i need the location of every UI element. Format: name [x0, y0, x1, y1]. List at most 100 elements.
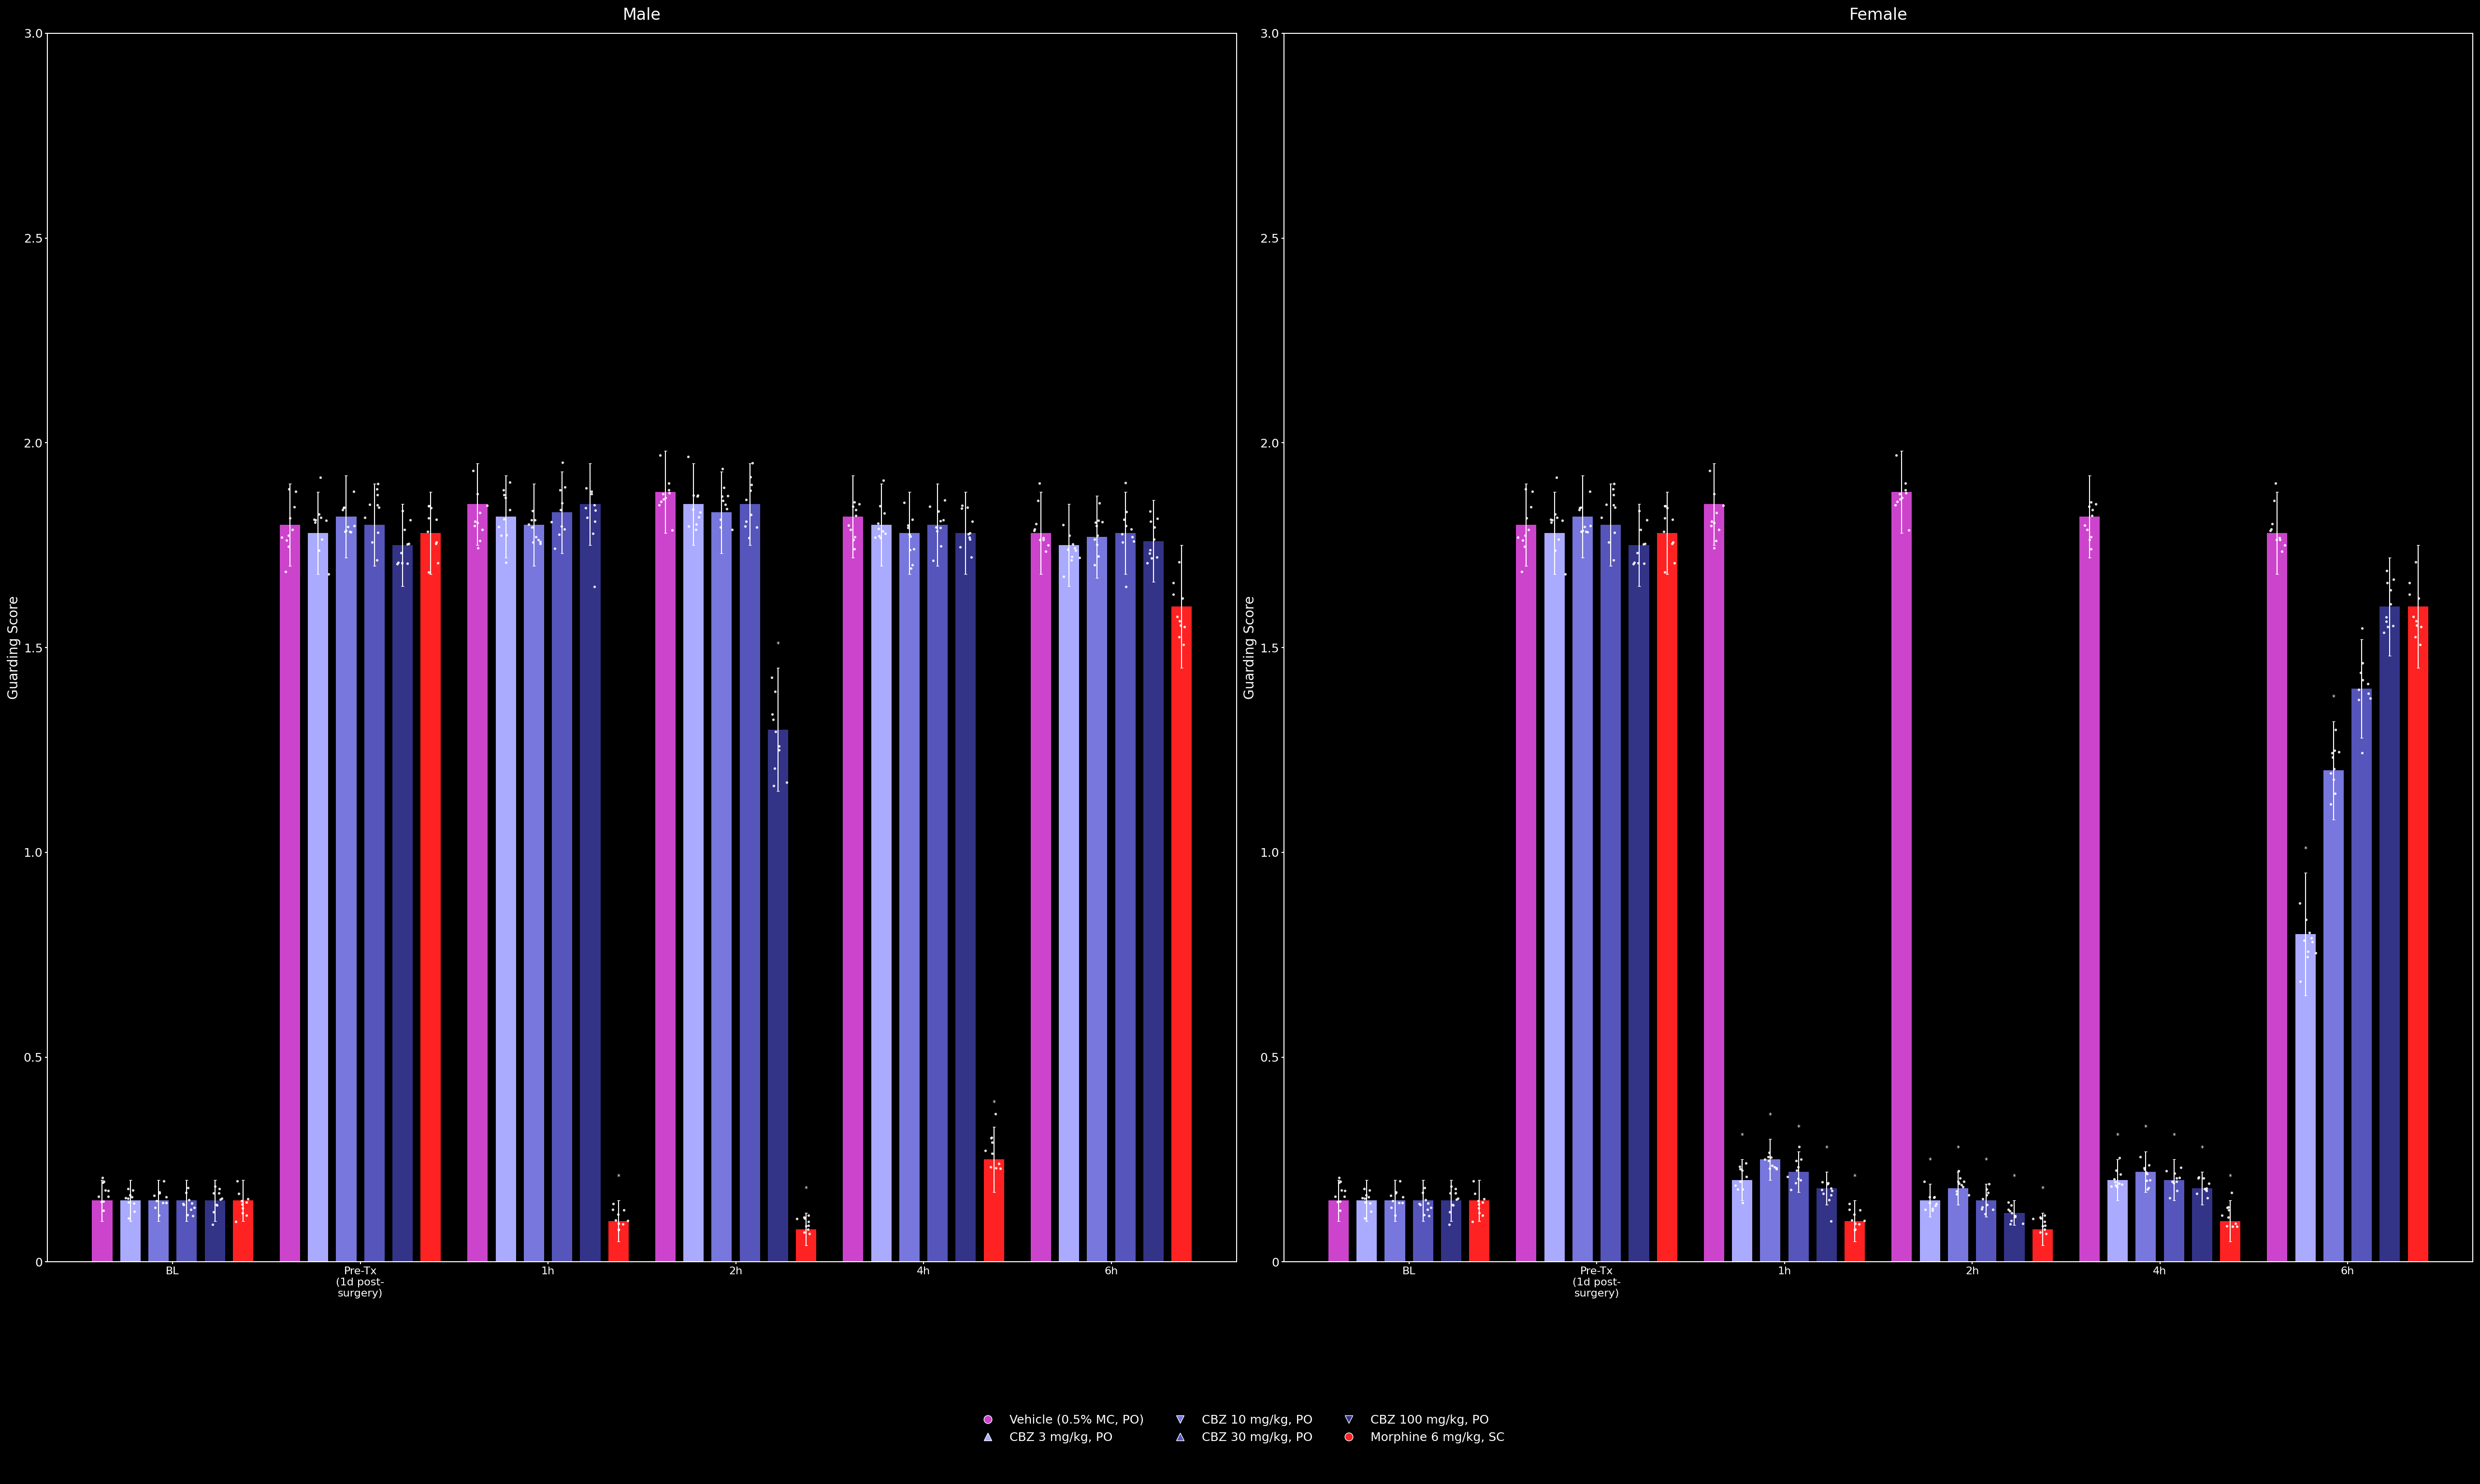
- Point: [754, 708, 794, 732]
- Text: *: *: [1984, 1158, 1989, 1163]
- Text: *: *: [2115, 1132, 2120, 1140]
- Point: [389, 508, 429, 531]
- Point: [265, 559, 305, 583]
- Point: [144, 1192, 184, 1215]
- Text: *: *: [1741, 1132, 1743, 1140]
- Point: [2187, 1186, 2227, 1209]
- Point: [2068, 518, 2108, 542]
- Text: *: *: [2331, 695, 2336, 700]
- Point: [1381, 1169, 1421, 1193]
- Point: [82, 1171, 122, 1195]
- Point: [1939, 1169, 1979, 1193]
- Bar: [608, 1221, 627, 1261]
- Point: [2311, 761, 2351, 785]
- Point: [1319, 1165, 1359, 1189]
- Point: [947, 496, 987, 519]
- Point: [513, 499, 553, 522]
- Point: [109, 1177, 149, 1201]
- Point: [196, 1174, 236, 1198]
- Point: [1619, 551, 1659, 574]
- Point: [1158, 625, 1198, 649]
- Bar: [1761, 1159, 1781, 1261]
- Bar: [985, 1159, 1004, 1261]
- Bar: [1468, 1201, 1490, 1261]
- Point: [2259, 527, 2299, 551]
- Bar: [1329, 1201, 1349, 1261]
- Point: [2349, 672, 2388, 696]
- Point: [295, 508, 335, 531]
- Point: [1910, 1186, 1949, 1209]
- Point: [546, 475, 585, 499]
- Point: [536, 536, 575, 559]
- Point: [650, 470, 689, 494]
- Point: [2073, 503, 2113, 527]
- Point: [546, 518, 585, 542]
- Point: [1880, 482, 1920, 506]
- Point: [1803, 1181, 1843, 1205]
- Point: [756, 720, 796, 743]
- Point: [2026, 1204, 2066, 1227]
- Point: [1746, 1147, 1786, 1171]
- Point: [2351, 687, 2391, 711]
- Point: [2153, 1171, 2192, 1195]
- Point: [1582, 506, 1622, 530]
- Point: [888, 513, 928, 537]
- Point: [1535, 503, 1575, 527]
- Point: [667, 445, 707, 469]
- Point: [417, 508, 456, 531]
- Point: [84, 1199, 124, 1223]
- Point: [1721, 1169, 1761, 1193]
- Point: [300, 503, 340, 527]
- Bar: [739, 505, 759, 1261]
- Point: [2004, 1211, 2044, 1235]
- Point: [1153, 571, 1193, 595]
- Point: [1724, 1192, 1763, 1215]
- Point: [1158, 605, 1198, 629]
- Point: [1322, 1178, 1362, 1202]
- Point: [1721, 1158, 1761, 1181]
- Point: [357, 472, 397, 496]
- Point: [1079, 545, 1118, 568]
- Point: [1810, 1189, 1850, 1212]
- Point: [1647, 494, 1686, 518]
- Point: [201, 1187, 241, 1211]
- Point: [789, 1217, 828, 1241]
- Point: [84, 1169, 124, 1193]
- Point: [1835, 1202, 1875, 1226]
- Point: [2071, 490, 2110, 513]
- Point: [198, 1181, 238, 1205]
- Point: [114, 1199, 154, 1223]
- Point: [2257, 472, 2296, 496]
- Point: [511, 508, 551, 531]
- Point: [1384, 1184, 1424, 1208]
- Point: [786, 1214, 826, 1238]
- Point: [1595, 548, 1634, 571]
- Point: [573, 521, 613, 545]
- Point: [2319, 741, 2358, 764]
- Point: [789, 1221, 828, 1245]
- Point: [1996, 1205, 2036, 1229]
- Point: [1644, 506, 1684, 530]
- Point: [327, 519, 367, 543]
- Point: [575, 499, 615, 522]
- Point: [1627, 508, 1667, 531]
- Point: [950, 521, 990, 545]
- Point: [1344, 1206, 1384, 1230]
- Point: [836, 497, 875, 521]
- Point: [2190, 1172, 2230, 1196]
- Point: [1967, 1193, 2006, 1217]
- Point: [484, 508, 523, 531]
- Bar: [233, 1201, 253, 1261]
- Bar: [1414, 1201, 1433, 1261]
- Point: [1726, 1152, 1766, 1175]
- Point: [766, 770, 806, 794]
- Point: [598, 1217, 637, 1241]
- Point: [357, 548, 397, 571]
- Point: [1131, 539, 1171, 562]
- Bar: [1059, 545, 1079, 1261]
- Point: [1463, 1187, 1503, 1211]
- Point: [2187, 1177, 2227, 1201]
- Point: [1699, 518, 1738, 542]
- Point: [1781, 1168, 1820, 1192]
- Text: *: *: [804, 1186, 808, 1192]
